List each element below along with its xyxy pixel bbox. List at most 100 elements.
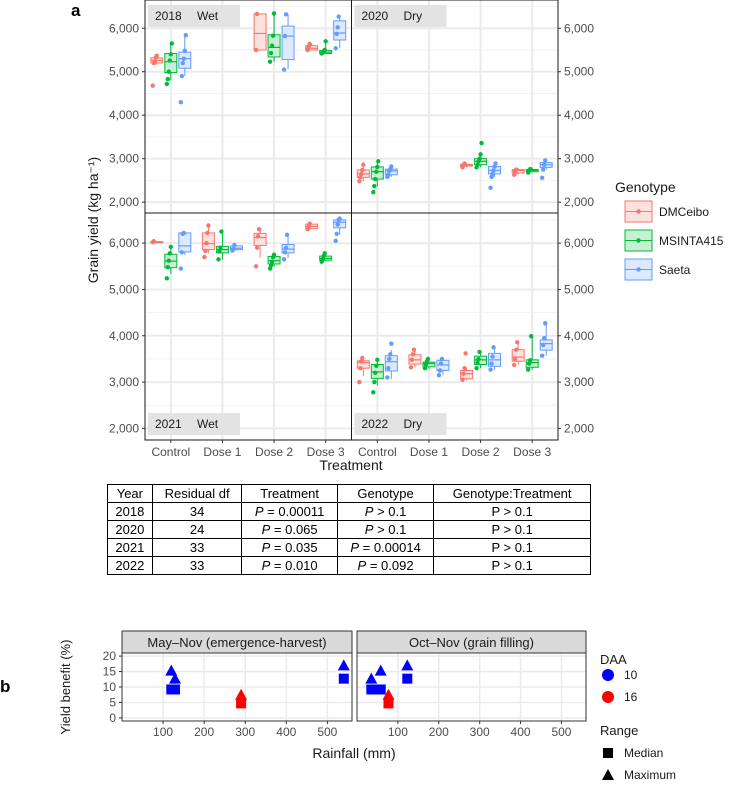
data-point [180, 60, 186, 66]
data-point [490, 354, 495, 359]
data-point [216, 257, 221, 262]
y-tick-label: 10 [103, 680, 117, 694]
data-point [283, 245, 289, 250]
data-point [409, 357, 415, 363]
data-point [488, 185, 493, 190]
data-point-maximum [374, 664, 387, 676]
data-point [411, 347, 417, 352]
table-cell-treatment: P = 0.010 [241, 556, 338, 575]
data-point-median [375, 684, 386, 695]
data-point [490, 171, 495, 177]
p-eq: = [270, 558, 286, 573]
data-point [322, 47, 327, 53]
panel-background [351, 213, 558, 440]
data-point [255, 233, 261, 239]
data-point [337, 216, 342, 221]
data-point [271, 252, 277, 257]
x-tick-label: Control [151, 445, 190, 459]
p-value: > 0.1 [377, 504, 407, 519]
legend-label-range: Median [624, 746, 663, 760]
data-point-median [402, 673, 413, 684]
x-tick-label: Dose 2 [255, 445, 293, 459]
data-point [152, 59, 158, 64]
facet-strip [148, 5, 240, 27]
data-point [164, 276, 170, 281]
y-tick-label: 2,000 [109, 195, 139, 209]
x-tick-label: 500 [551, 725, 571, 739]
y-tick-label: 15 [103, 665, 117, 679]
data-point [477, 349, 482, 355]
panel-background [145, 0, 352, 213]
table-cell-genotype: P > 0.1 [336, 502, 435, 521]
legend-title-daa: DAA [600, 652, 627, 667]
data-point [425, 356, 431, 362]
facet-condition: Dry [404, 417, 423, 431]
data-point [439, 356, 445, 362]
table-cell-gxt: P > 0.1 [433, 556, 591, 575]
data-point [284, 232, 290, 237]
x-tick-label: Control [358, 445, 397, 459]
y-tick-label: 3,000 [109, 152, 139, 166]
p-value: 0.00014 [373, 540, 421, 555]
data-point [164, 81, 170, 87]
data-point [181, 230, 187, 236]
y-tick-label: 6,000 [109, 21, 139, 35]
x-tick-label: 100 [388, 725, 408, 739]
panel-label: a [71, 1, 81, 20]
data-point [360, 167, 365, 173]
data-point [269, 43, 275, 48]
y-tick-label: 6,000 [109, 236, 139, 250]
data-point [232, 242, 237, 248]
table-row: 2020 24 P = 0.065 P > 0.1 P > 0.1 [107, 520, 591, 539]
x-tick-label: 400 [276, 725, 296, 739]
p-value: 0.092 [381, 558, 414, 573]
data-point [462, 365, 467, 371]
p-eq: = [366, 558, 382, 573]
legend-key-maximum [602, 769, 614, 780]
data-point [372, 183, 377, 189]
data-point [334, 31, 339, 37]
data-point [182, 48, 188, 54]
facet-condition: Wet [197, 417, 219, 431]
data-point [491, 345, 496, 350]
data-point [307, 221, 312, 226]
legend-key-median [603, 748, 613, 758]
facet-year: 2022 [362, 417, 389, 431]
table-cell-genotype: P = 0.00014 [336, 538, 435, 557]
legend-label-daa: 10 [624, 668, 638, 682]
data-point [528, 334, 534, 339]
facet-condition: Wet [197, 9, 219, 23]
legend-label-daa: 16 [624, 690, 638, 704]
data-point [541, 162, 547, 167]
data-point [410, 352, 416, 357]
data-point [281, 67, 287, 72]
data-point [360, 355, 365, 361]
data-point [389, 164, 394, 169]
data-point [436, 372, 442, 378]
data-point [359, 171, 364, 177]
data-point [305, 47, 310, 53]
data-point-maximum [235, 688, 248, 700]
data-point [218, 245, 223, 250]
x-tick-label: 400 [511, 725, 531, 739]
data-point [376, 159, 381, 164]
legend-key-point [636, 267, 641, 272]
data-point [463, 351, 468, 356]
data-point [179, 250, 185, 255]
legend-title: Genotype [615, 179, 676, 195]
data-point [307, 41, 312, 47]
p-symbol: P [364, 522, 374, 537]
p-symbol: P [254, 504, 264, 519]
table-cell-gxt: P > 0.1 [433, 538, 591, 557]
data-point [358, 175, 363, 180]
data-point [231, 246, 236, 251]
data-point [205, 230, 210, 236]
legend-item: DMCeibo [624, 200, 709, 223]
legend-key-point [636, 209, 641, 214]
facet-year: 2018 [155, 9, 182, 23]
y-tick-label: 6,000 [564, 21, 594, 35]
data-point [479, 140, 484, 146]
y-tick-label: 2,000 [564, 421, 594, 435]
data-point [387, 356, 392, 362]
data-point [254, 245, 260, 250]
